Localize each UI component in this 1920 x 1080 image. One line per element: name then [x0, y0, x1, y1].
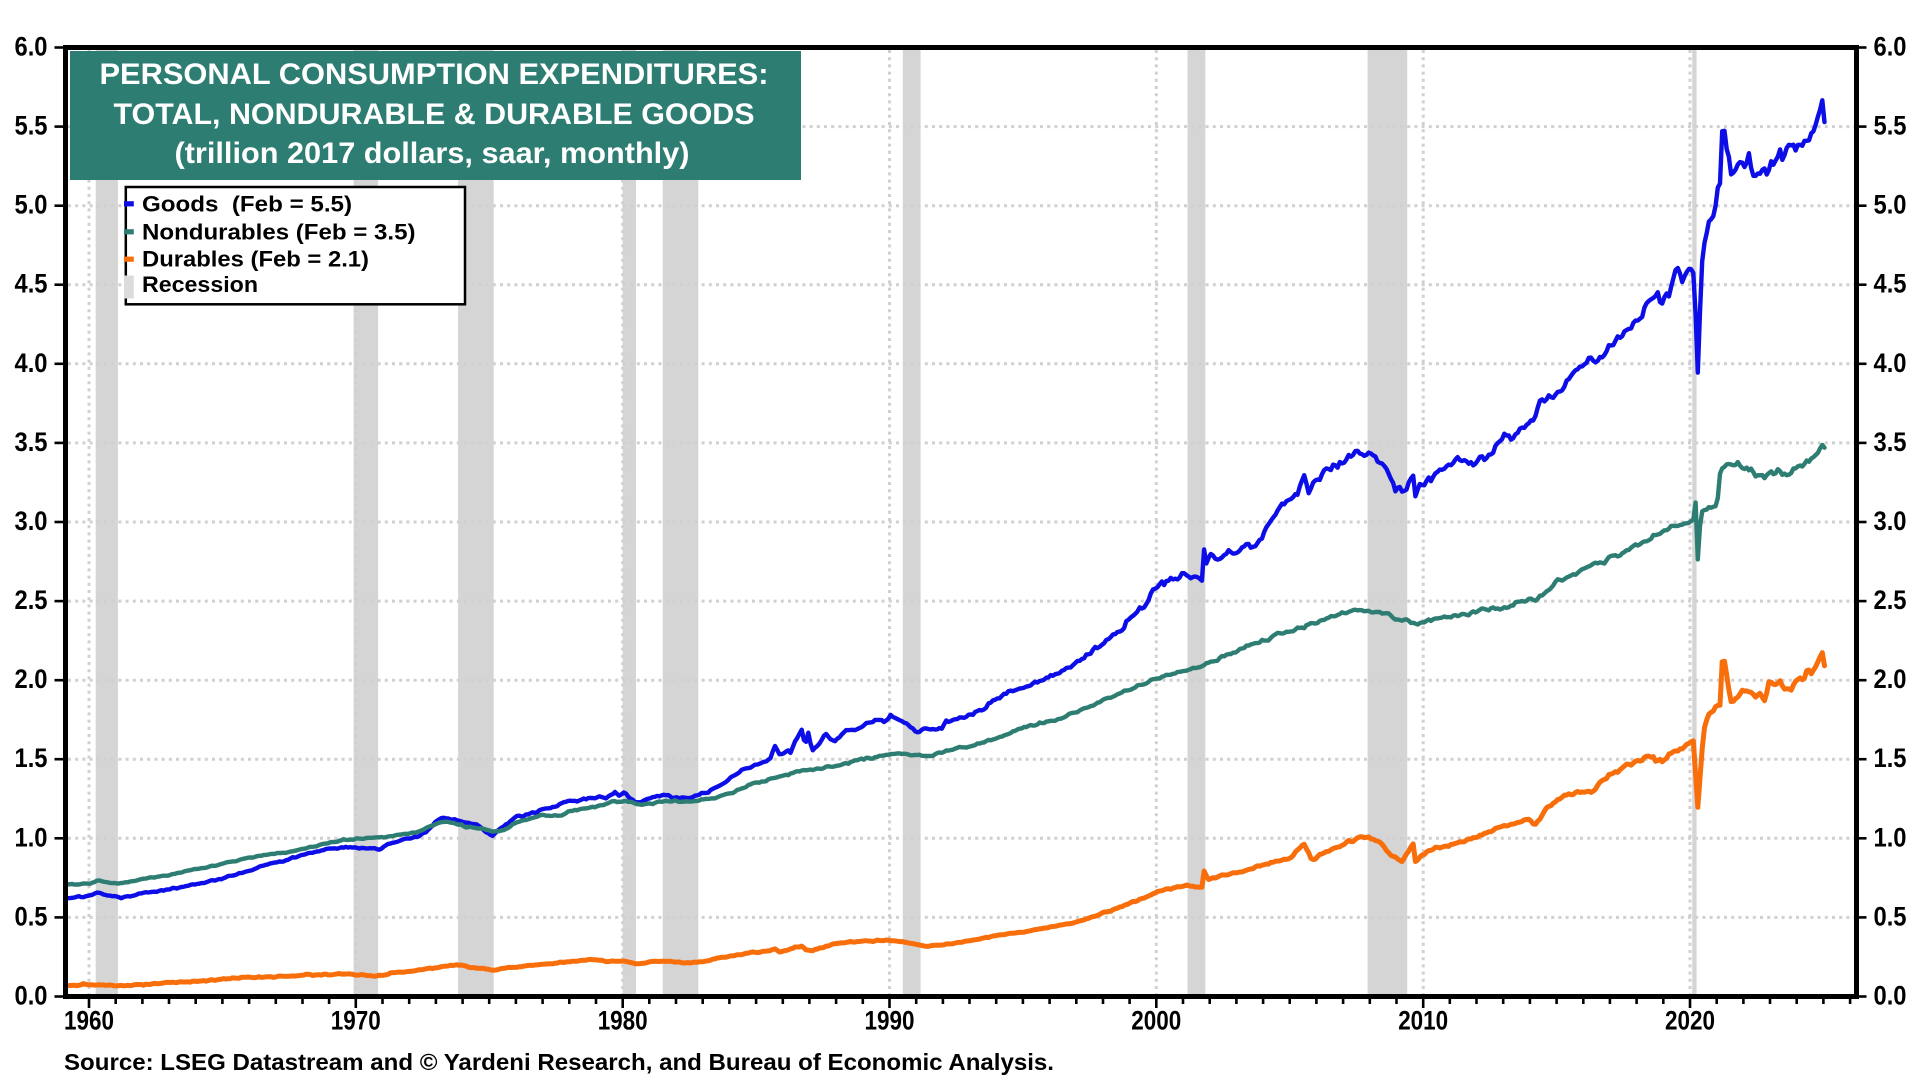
svg-text:Durables (Feb = 2.1): Durables (Feb = 2.1) [142, 247, 369, 272]
svg-text:3.5: 3.5 [1874, 427, 1907, 457]
svg-text:2.5: 2.5 [1874, 585, 1907, 615]
svg-text:3.5: 3.5 [15, 427, 48, 457]
svg-text:5.0: 5.0 [1874, 190, 1907, 220]
svg-text:0.5: 0.5 [15, 901, 48, 931]
svg-text:2000: 2000 [1131, 1006, 1181, 1036]
svg-text:TOTAL, NONDURABLE & DURABLE GO: TOTAL, NONDURABLE & DURABLE GOODS [114, 98, 755, 131]
svg-text:1.5: 1.5 [1874, 743, 1907, 773]
svg-text:1.0: 1.0 [15, 822, 48, 852]
svg-text:0.0: 0.0 [15, 981, 48, 1011]
svg-text:1990: 1990 [865, 1006, 915, 1036]
svg-text:5.5: 5.5 [15, 111, 48, 141]
svg-text:1.5: 1.5 [15, 743, 48, 773]
svg-text:4.0: 4.0 [1874, 348, 1907, 378]
svg-text:Recession: Recession [142, 272, 258, 297]
svg-text:1.0: 1.0 [1874, 822, 1907, 852]
svg-text:5.5: 5.5 [1874, 111, 1907, 141]
svg-text:4.0: 4.0 [15, 348, 48, 378]
svg-text:2020: 2020 [1665, 1006, 1715, 1036]
svg-text:2.0: 2.0 [1874, 664, 1907, 694]
svg-text:6.0: 6.0 [1874, 32, 1907, 62]
svg-text:5.0: 5.0 [15, 190, 48, 220]
svg-text:PERSONAL CONSUMPTION EXPENDITU: PERSONAL CONSUMPTION EXPENDITURES: [100, 58, 769, 91]
svg-text:2010: 2010 [1398, 1006, 1448, 1036]
svg-text:1960: 1960 [64, 1006, 114, 1036]
svg-text:0.5: 0.5 [1874, 901, 1907, 931]
svg-text:4.5: 4.5 [1874, 269, 1907, 299]
svg-text:2.5: 2.5 [15, 585, 48, 615]
svg-text:0.0: 0.0 [1874, 981, 1907, 1011]
svg-text:Nondurables (Feb = 3.5): Nondurables (Feb = 3.5) [142, 220, 416, 245]
svg-text:2.0: 2.0 [15, 664, 48, 694]
svg-text:(trillion 2017 dollars, saar,: (trillion 2017 dollars, saar, monthly) [175, 137, 690, 170]
svg-text:3.0: 3.0 [1874, 506, 1907, 536]
svg-text:Goods (Feb = 5.5): Goods (Feb = 5.5) [142, 192, 352, 217]
svg-text:1970: 1970 [331, 1006, 381, 1036]
svg-text:Source: LSEG Datastream and ©: Source: LSEG Datastream and © Yardeni Re… [64, 1049, 1054, 1075]
svg-text:1980: 1980 [598, 1006, 648, 1036]
svg-text:6.0: 6.0 [15, 32, 48, 62]
svg-text:3.0: 3.0 [15, 506, 48, 536]
svg-text:4.5: 4.5 [15, 269, 48, 299]
